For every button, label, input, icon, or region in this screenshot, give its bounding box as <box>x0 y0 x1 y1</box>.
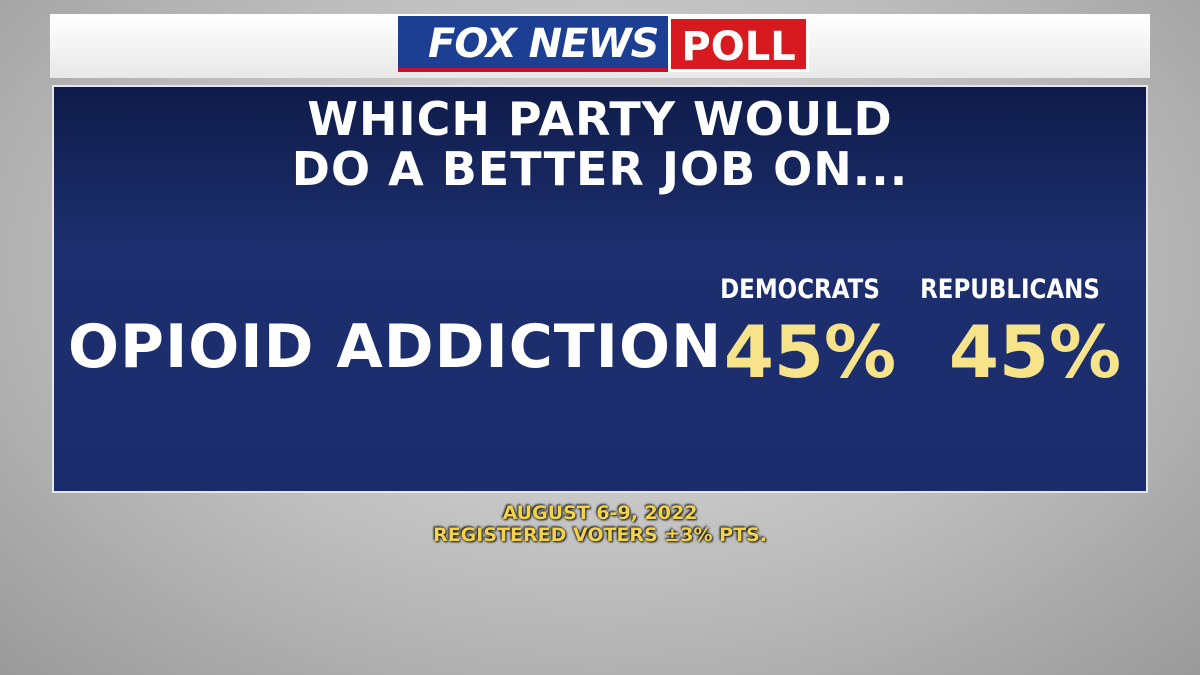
footer-line: AUGUST 6-9, 2022 <box>502 502 698 524</box>
panel <box>52 85 1148 493</box>
logo-tag: POLL <box>668 16 809 72</box>
column-header: DEMOCRATS <box>720 274 880 305</box>
logo-brand: FOX NEWS <box>398 16 669 72</box>
logo: FOX NEWS POLL <box>398 16 809 72</box>
column-header: REPUBLICANS <box>920 274 1100 305</box>
title-line: DO A BETTER JOB ON... <box>291 142 909 196</box>
value: 45% <box>948 310 1122 394</box>
title-line: WHICH PARTY WOULD <box>307 92 893 146</box>
issue-label: OPIOID ADDICTION <box>68 312 723 382</box>
footer-line: REGISTERED VOTERS ±3% PTS. <box>433 524 767 546</box>
value: 45% <box>723 310 897 394</box>
